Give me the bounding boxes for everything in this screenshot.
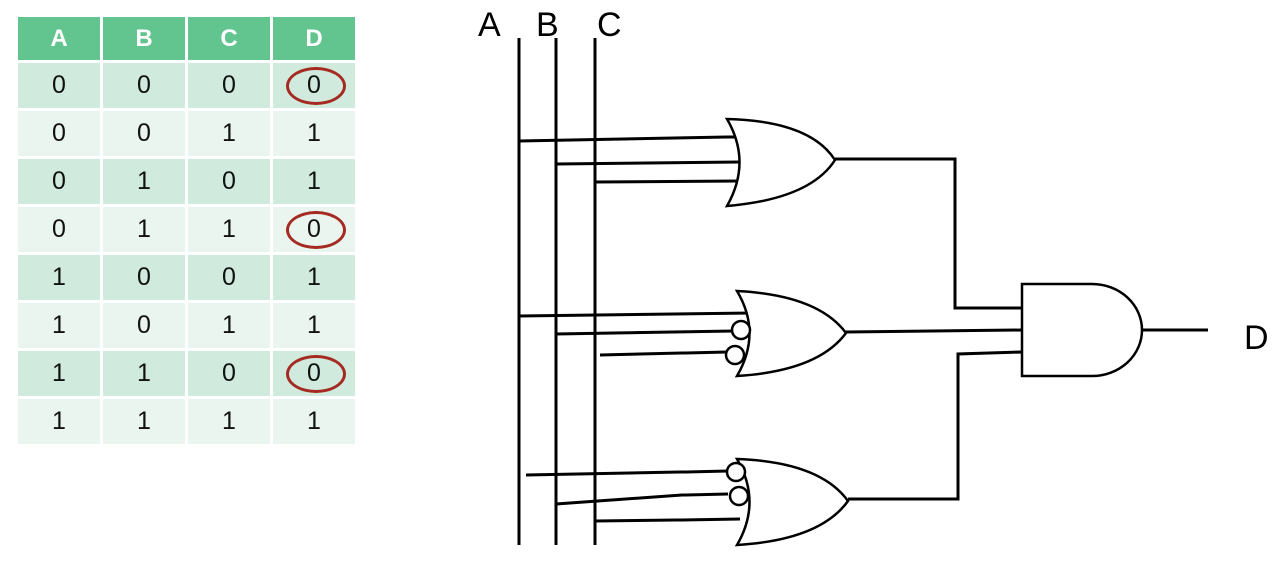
- cell-b: 0: [103, 303, 185, 348]
- cell-a: 0: [18, 207, 100, 252]
- cell-d: 1: [273, 303, 355, 348]
- cell-b: 1: [103, 207, 185, 252]
- or-gate-3: [734, 457, 850, 547]
- cell-a: 0: [18, 159, 100, 204]
- truth-table-header: A B C D: [18, 17, 355, 60]
- cell-c: 0: [188, 159, 270, 204]
- cell-d: 1: [273, 399, 355, 444]
- input-label-c: C: [597, 6, 622, 44]
- cell-b: 0: [103, 255, 185, 300]
- table-row: 1 1 1 1: [18, 399, 355, 444]
- cell-b: 1: [103, 351, 185, 396]
- gate3-input-wires: [525, 469, 741, 523]
- cell-d-value: 0: [307, 359, 321, 387]
- cell-a: 0: [18, 111, 100, 156]
- cell-c: 0: [188, 63, 270, 108]
- table-row: 1 0 0 1: [18, 255, 355, 300]
- gate2-input-wires: [518, 311, 753, 357]
- cell-b: 0: [103, 111, 185, 156]
- or-gate-2: [734, 289, 848, 378]
- or-gate-1: [724, 117, 837, 208]
- inverter-bubble-icon: [725, 461, 747, 483]
- table-row: 1 1 0 0: [18, 351, 355, 396]
- cell-d-value: 0: [307, 215, 321, 243]
- cell-d: 1: [273, 255, 355, 300]
- header-c: C: [188, 17, 270, 60]
- cell-a: 1: [18, 303, 100, 348]
- cell-a: 1: [18, 351, 100, 396]
- cell-c: 1: [188, 111, 270, 156]
- gate1-input-wires: [518, 135, 741, 184]
- table-row: 0 1 0 1: [18, 159, 355, 204]
- and-gate: [1020, 282, 1144, 378]
- cell-a: 1: [18, 399, 100, 444]
- cell-c: 1: [188, 303, 270, 348]
- cell-c: 0: [188, 351, 270, 396]
- inverter-bubble-icon: [724, 344, 746, 366]
- truth-table: A B C D 0 0 0 0 0 0 1 1 0 1 0 1 0 1 1 0: [15, 14, 358, 447]
- cell-d-value: 0: [307, 71, 321, 99]
- header-a: A: [18, 17, 100, 60]
- table-row: 0 0 1 1: [18, 111, 355, 156]
- cell-a: 1: [18, 255, 100, 300]
- inverter-bubble-icon: [728, 485, 750, 507]
- header-d: D: [273, 17, 355, 60]
- header-b: B: [103, 17, 185, 60]
- cell-c: 1: [188, 207, 270, 252]
- cell-c: 0: [188, 255, 270, 300]
- input-label-a: A: [478, 6, 501, 44]
- cell-c: 1: [188, 399, 270, 444]
- input-label-b: B: [536, 6, 559, 44]
- cell-b: 0: [103, 63, 185, 108]
- or-to-and-wires: [835, 157, 1023, 501]
- output-label-d: D: [1244, 319, 1269, 357]
- cell-d: 1: [273, 159, 355, 204]
- cell-a: 0: [18, 63, 100, 108]
- cell-b: 1: [103, 159, 185, 204]
- cell-b: 1: [103, 399, 185, 444]
- inverter-bubble-icon: [730, 319, 752, 341]
- table-row: 1 0 1 1: [18, 303, 355, 348]
- cell-d: 1: [273, 111, 355, 156]
